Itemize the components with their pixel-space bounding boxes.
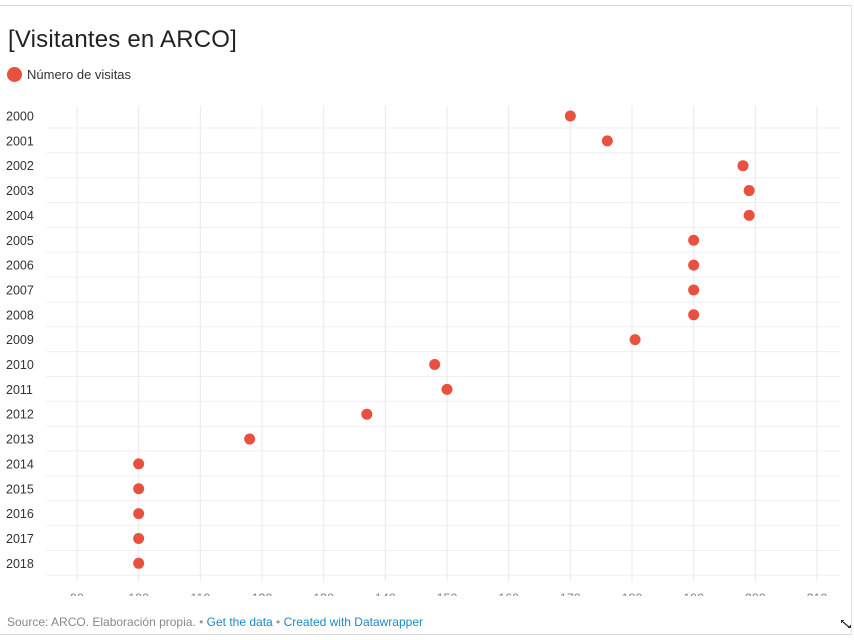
x-tick-label: 180 <box>622 591 643 596</box>
get-data-link[interactable]: Get the data <box>206 615 273 629</box>
x-tick-label: 140 <box>375 591 396 596</box>
scatter-plot: 2000200120022003200420052006200720082009… <box>6 106 840 596</box>
y-tick-label: 2011 <box>6 383 33 397</box>
y-tick-label: 2005 <box>6 234 34 248</box>
y-tick-label: 2010 <box>6 358 34 372</box>
x-tick-label: 200 <box>745 591 766 596</box>
y-tick-label: 2007 <box>6 283 34 297</box>
data-point[interactable] <box>629 334 641 346</box>
y-tick-label: 2016 <box>6 507 34 521</box>
data-point[interactable] <box>743 185 755 197</box>
y-tick-label: 2008 <box>6 308 34 322</box>
chart-title: [Visitantes en ARCO] <box>8 26 237 53</box>
data-point[interactable] <box>133 458 145 470</box>
grid-lines <box>46 106 840 582</box>
chart-container: [Visitantes en ARCO] Número de visitas 2… <box>0 5 852 635</box>
expand-icon[interactable] <box>840 618 852 630</box>
y-tick-label: 2013 <box>6 433 34 447</box>
data-point[interactable] <box>737 160 749 172</box>
data-point[interactable] <box>133 532 145 544</box>
data-point[interactable] <box>688 259 700 271</box>
data-point[interactable] <box>688 309 700 321</box>
data-point[interactable] <box>244 433 256 445</box>
y-axis-labels: 2000 2001 2002 2003 2004 2005 2006 2007 2008 2009… <box>6 110 34 571</box>
x-tick-label: 190 <box>683 591 704 596</box>
y-tick-label: 2003 <box>6 184 34 198</box>
x-tick-label: 150 <box>437 591 458 596</box>
data-point[interactable] <box>429 359 441 370</box>
data-point[interactable] <box>133 508 145 520</box>
footer-separator: • <box>199 615 204 629</box>
datawrapper-link[interactable]: Created with Datawrapper <box>283 615 423 629</box>
y-tick-label: 2015 <box>6 482 34 496</box>
data-point[interactable] <box>688 284 700 296</box>
data-point[interactable] <box>441 383 453 395</box>
legend: Número de visitas <box>7 67 131 82</box>
y-tick-label: 2006 <box>6 259 34 273</box>
y-tick-label: 2018 <box>6 557 34 571</box>
data-point[interactable] <box>564 110 576 122</box>
data-point[interactable] <box>133 483 145 495</box>
data-point[interactable] <box>133 557 145 569</box>
data-points <box>133 110 755 569</box>
data-point[interactable] <box>688 234 700 246</box>
y-tick-label: 2000 <box>6 110 34 124</box>
y-tick-label: 2001 <box>6 134 34 148</box>
footer-separator: • <box>276 615 281 629</box>
x-tick-label: 90 <box>70 591 84 596</box>
x-tick-label: 170 <box>560 591 581 596</box>
y-tick-label: 2009 <box>6 333 34 347</box>
x-tick-label: 130 <box>313 591 334 596</box>
y-tick-label: 2004 <box>6 209 34 223</box>
x-tick-label: 160 <box>498 591 519 596</box>
y-tick-label: 2002 <box>6 159 34 173</box>
x-tick-label: 210 <box>807 591 828 596</box>
y-tick-label: 2012 <box>6 408 34 422</box>
data-point[interactable] <box>361 408 373 420</box>
y-tick-label: 2017 <box>6 532 34 546</box>
x-axis-labels: 90 100 110 120 130 140 150 160 170 180 190 200 210 <box>70 591 827 596</box>
x-tick-label: 110 <box>190 591 210 596</box>
data-point[interactable] <box>601 135 613 147</box>
legend-label: Número de visitas <box>27 67 132 82</box>
legend-swatch <box>7 67 22 82</box>
source-text: Source: ARCO. Elaboración propia. <box>7 615 196 629</box>
data-point[interactable] <box>743 209 755 221</box>
y-tick-label: 2014 <box>6 457 34 471</box>
x-tick-label: 100 <box>128 591 149 596</box>
footer: Source: ARCO. Elaboración propia. • Get … <box>7 615 423 629</box>
x-tick-label: 120 <box>252 591 273 596</box>
